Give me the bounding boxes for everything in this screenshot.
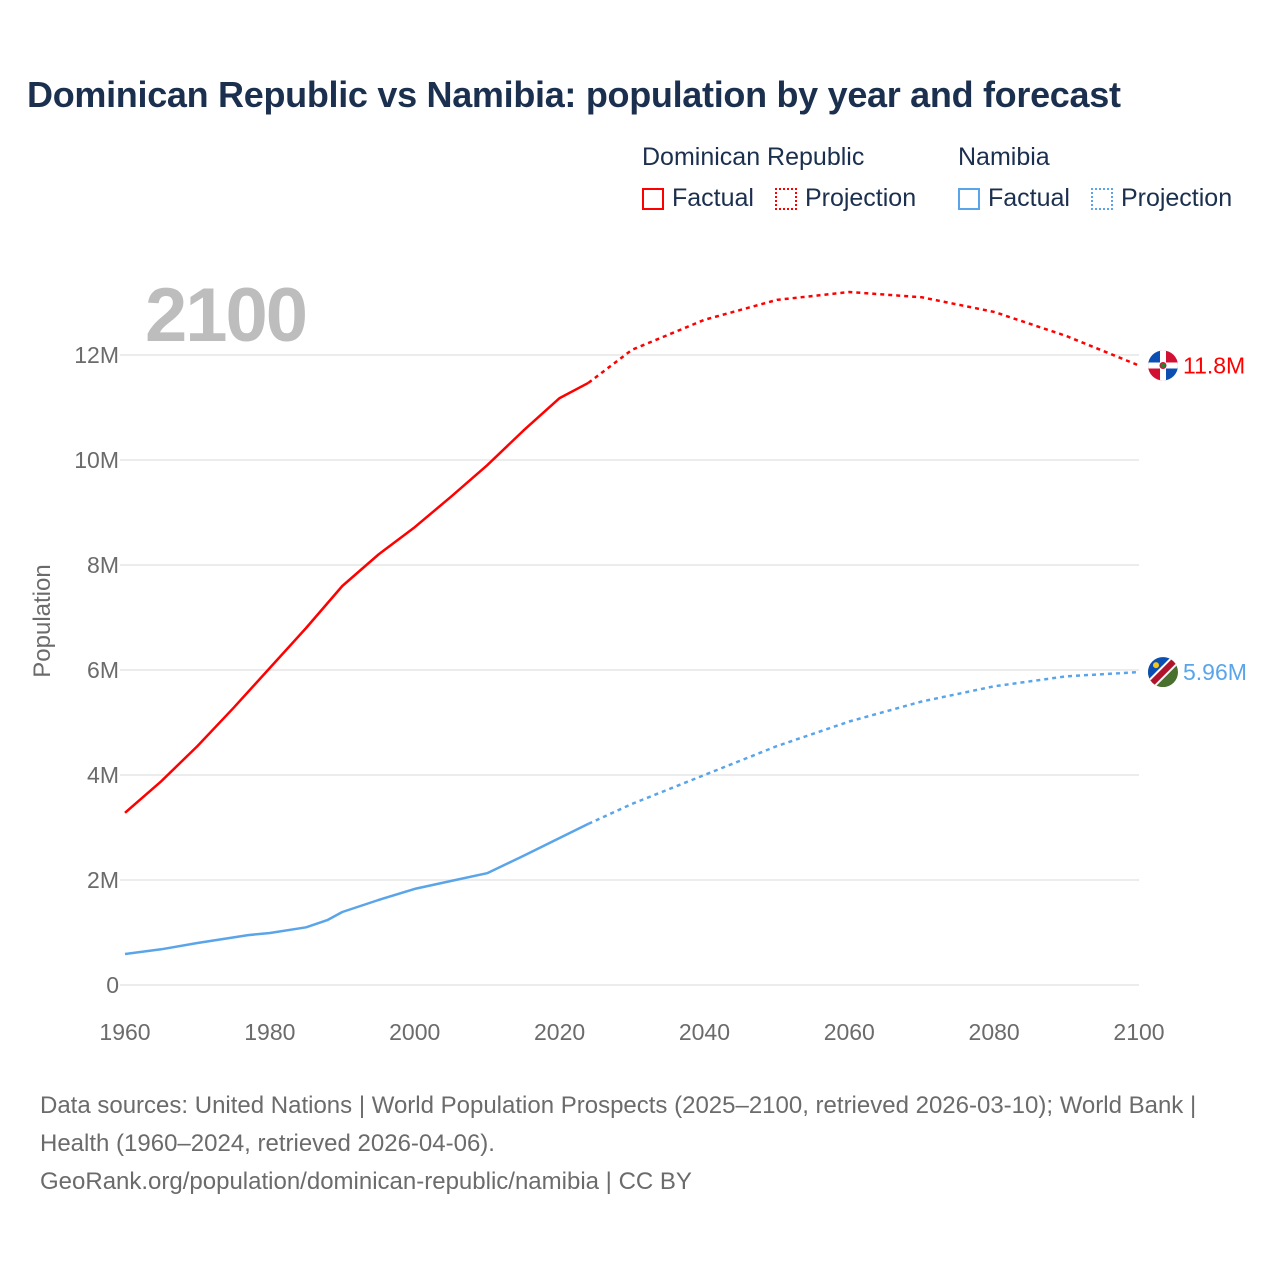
dominican-republic-flag-icon [1148,350,1178,381]
legend-title: Dominican Republic [642,143,865,171]
source-link[interactable]: GeoRank.org/population/dominican-republi… [40,1168,692,1195]
legend-label: Factual [672,184,754,212]
x-tick-label: 1960 [99,1019,150,1045]
flag-clip [1148,350,1178,381]
namibia-factual-line [124,822,590,956]
y-tick-label: 12M [74,342,119,368]
legend-swatch-solid [958,187,980,210]
flag-emblem [1159,362,1167,369]
x-tick-label: 2100 [1113,1019,1164,1045]
legend-label: Factual [988,184,1070,212]
legend-swatch-dotted [774,187,797,210]
legend-item-factual[interactable]: Factual [642,184,754,213]
end-value-label: 5.96M [1183,659,1247,685]
legend-swatch-solid [642,187,664,210]
legend-title: Namibia [958,143,1050,171]
x-tick-label: 1980 [244,1019,295,1045]
flag-clip [1148,657,1178,688]
namibia-projection-line [587,670,1140,825]
data-sources: Data sources: United Nations | World Pop… [40,1092,1197,1157]
chart-title: Dominican Republic vs Namibia: populatio… [27,74,1121,115]
y-tick-label: 0 [106,972,119,998]
x-tick-label: 2020 [534,1019,585,1045]
legend-item-projection[interactable]: Projection [774,184,917,213]
legend-label: Projection [1120,184,1233,212]
x-tick-label: 2040 [679,1019,730,1045]
footer: Data sources: United Nations | World Pop… [40,1087,1240,1201]
x-tick-label: 2060 [824,1019,875,1045]
legend-item-factual[interactable]: Factual [958,184,1070,213]
year-display: 2100 [145,273,308,358]
legend-swatch-dotted [1090,187,1113,210]
end-value-label: 11.8M [1183,353,1245,379]
legend-namibia: Namibia Factual Projection [958,143,1246,217]
x-tick-label: 2080 [969,1019,1020,1045]
x-tick-label: 2000 [389,1019,440,1045]
y-tick-label: 2M [87,867,119,893]
legend-item-projection[interactable]: Projection [1090,184,1233,213]
dominican-republic-projection-line [587,290,1140,384]
y-tick-label: 6M [87,657,119,683]
y-tick-label: 10M [74,447,119,473]
y-axis-label: Population [29,564,56,677]
legend-dominican-republic: Dominican Republic Factual Projection [642,143,930,217]
y-tick-label: 8M [87,552,119,578]
y-tick-label: 4M [87,762,119,788]
legend-label: Projection [804,184,917,212]
namibia-flag-icon [1148,657,1178,688]
flag-sun [1153,662,1159,669]
dominican-republic-factual-line [124,381,590,814]
